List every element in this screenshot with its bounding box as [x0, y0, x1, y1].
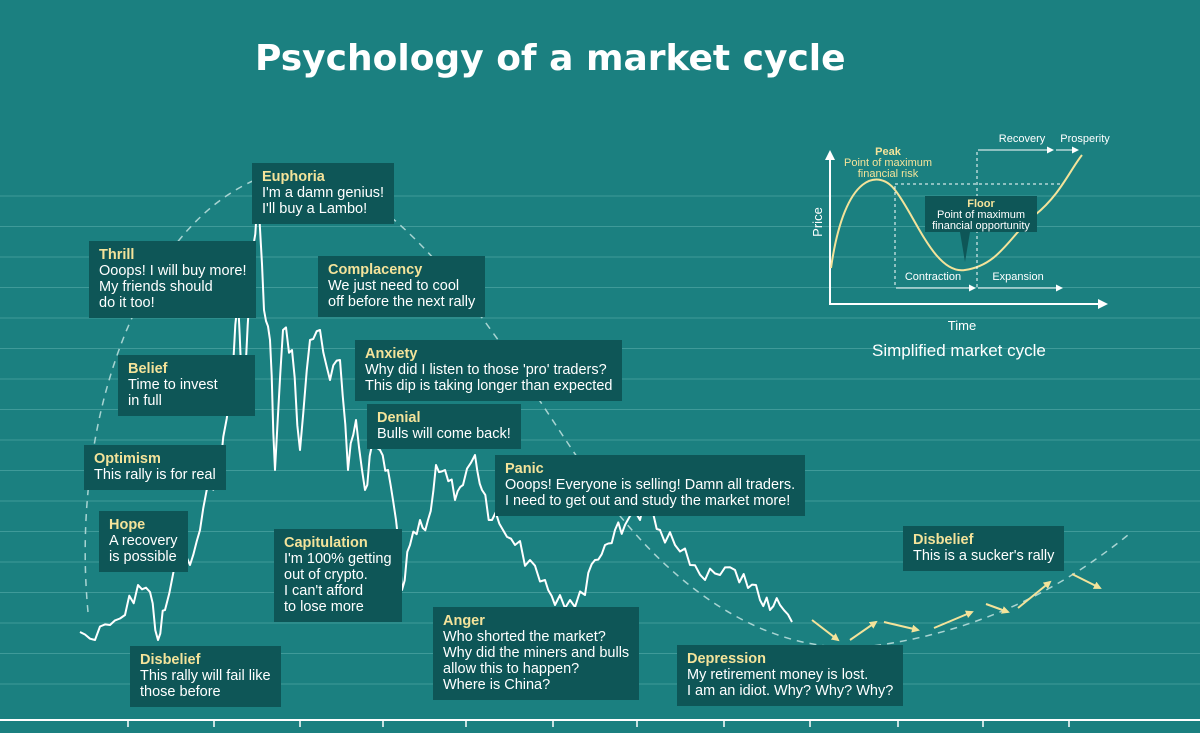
stage-anger-box: Anger Who shorted the market? Why did th…: [433, 607, 640, 700]
stage-text: Time to invest in full: [128, 377, 218, 409]
stage-heading: Anxiety: [365, 346, 418, 362]
projection-arrows: [811, 573, 1102, 642]
projection-arrow: [933, 610, 974, 629]
stage-capitulation-box: Capitulation I'm 100% getting out of cry…: [274, 529, 402, 622]
stage-panic-box: Panic Ooops! Everyone is selling! Damn a…: [495, 455, 806, 516]
stage-text: I'm a damn genius! I'll buy a Lambo!: [262, 185, 385, 217]
projection-arrow: [1071, 573, 1102, 589]
inset-recovery-label: Recovery: [999, 133, 1046, 145]
stage-text: Ooops! Everyone is selling! Damn all tra…: [505, 477, 796, 509]
stage-text: Bulls will come back!: [377, 426, 511, 442]
projection-arrow: [849, 620, 878, 641]
inset-expansion-label: Expansion: [992, 271, 1043, 283]
stage-heading: Complacency: [328, 262, 423, 278]
stage-heading: Panic: [505, 461, 544, 477]
stage-text: This rally will fail like those before: [140, 668, 271, 700]
stage-text: Ooops! I will buy more! My friends shoul…: [99, 263, 247, 311]
inset-floor-label: Floor: [967, 198, 995, 210]
stage-euphoria-box: Euphoria I'm a damn genius! I'll buy a L…: [252, 163, 395, 224]
stage-belief-box: Belief Time to invest in full: [118, 355, 255, 416]
inset-floor-box: [925, 196, 1037, 232]
stage-optimism-box: Optimism This rally is for real: [84, 445, 226, 490]
inset-floor-pointer: [960, 232, 970, 262]
stage-heading: Euphoria: [262, 169, 325, 185]
stage-heading: Anger: [443, 613, 485, 629]
stage-disbelief-right-box: Disbelief This is a sucker's rally: [903, 526, 1065, 571]
stage-heading: Belief: [128, 361, 168, 377]
stage-text: A recovery is possible: [109, 533, 178, 565]
stage-text: We just need to cool off before the next…: [328, 278, 476, 310]
inset-floor-line1: Point of maximum: [937, 209, 1025, 221]
stage-text: Why did I listen to those 'pro' traders?…: [365, 362, 613, 394]
stage-hope-box: Hope A recovery is possible: [99, 511, 188, 572]
stage-heading: Optimism: [94, 451, 161, 467]
x-axis-ticks: [127, 720, 1070, 727]
stage-text: I'm 100% getting out of crypto. I can't …: [284, 551, 392, 615]
inset-contraction-label: Contraction: [905, 271, 961, 283]
stage-heading: Depression: [687, 651, 766, 667]
inset-x-axis-label: Time: [948, 318, 976, 333]
stage-text: This is a sucker's rally: [913, 548, 1055, 564]
stage-heading: Hope: [109, 517, 146, 533]
projection-arrow: [883, 621, 920, 633]
inset-peak-line2: financial risk: [858, 168, 919, 180]
page-title: Psychology of a market cycle: [255, 38, 846, 79]
stage-thrill-box: Thrill Ooops! I will buy more! My friend…: [89, 241, 257, 318]
inset-peak-label: Peak: [875, 146, 902, 158]
stage-disbelief-left-box: Disbelief This rally will fail like thos…: [130, 646, 281, 707]
inset-curve: [830, 154, 1083, 272]
stage-heading: Disbelief: [913, 532, 974, 548]
projection-arrow: [1017, 580, 1052, 609]
stage-anxiety-box: Anxiety Why did I listen to those 'pro' …: [355, 340, 623, 401]
stage-heading: Disbelief: [140, 652, 201, 668]
projection-arrow: [811, 619, 840, 642]
stage-depression-box: Depression My retirement money is lost. …: [677, 645, 904, 706]
inset-caption: Simplified market cycle: [872, 341, 1046, 360]
stage-heading: Capitulation: [284, 535, 368, 551]
projection-arrow: [985, 603, 1010, 614]
stage-text: Who shorted the market? Why did the mine…: [443, 629, 630, 693]
inset-prosperity-label: Prosperity: [1060, 133, 1110, 145]
stage-heading: Thrill: [99, 247, 135, 263]
inset-peak-line1: Point of maximum: [844, 157, 932, 169]
stage-denial-box: Denial Bulls will come back!: [367, 404, 521, 449]
inset-simplified-cycle: Peak Point of maximum financial risk Flo…: [810, 133, 1110, 333]
inset-floor-line2: financial opportunity: [932, 220, 1030, 232]
stage-heading: Denial: [377, 410, 421, 426]
inset-y-axis-label: Price: [810, 207, 825, 237]
stage-text: My retirement money is lost. I am an idi…: [687, 667, 894, 699]
stage-text: This rally is for real: [94, 467, 216, 483]
stage-complacency-box: Complacency We just need to cool off bef…: [318, 256, 486, 317]
